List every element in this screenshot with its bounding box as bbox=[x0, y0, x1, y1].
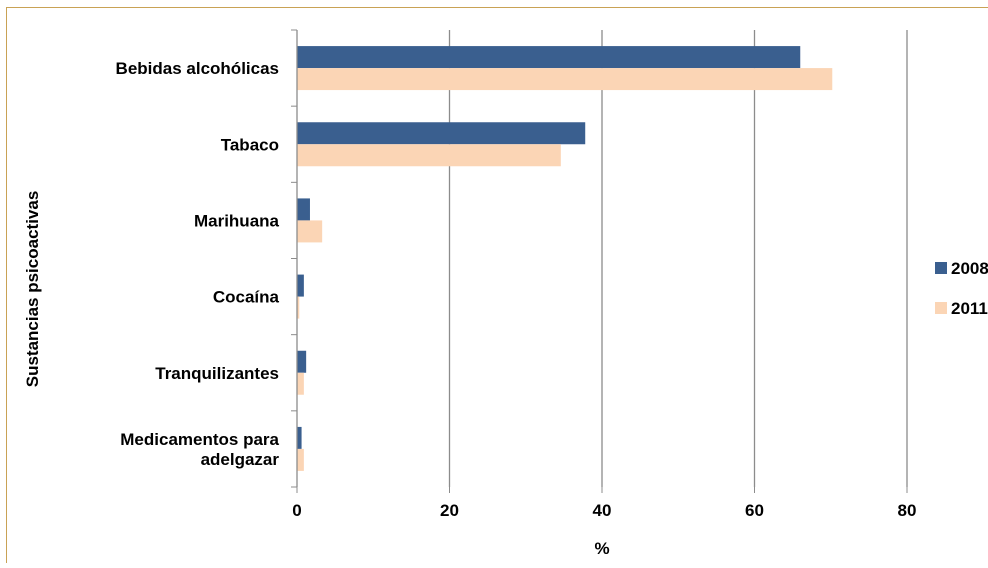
category-label-line: adelgazar bbox=[201, 450, 280, 469]
category-label: Tabaco bbox=[221, 135, 279, 154]
bar-2011 bbox=[297, 144, 561, 166]
legend-label: 2011 bbox=[951, 299, 988, 318]
category-label: Marihuana bbox=[194, 211, 280, 230]
bar-2011 bbox=[297, 68, 832, 90]
x-tick-label: 0 bbox=[292, 501, 301, 520]
bar-2008 bbox=[297, 122, 585, 144]
x-tick-label: 40 bbox=[593, 501, 612, 520]
bar-2011 bbox=[297, 449, 304, 471]
bar-2011 bbox=[297, 220, 322, 242]
category-label: Tranquilizantes bbox=[155, 364, 279, 383]
category-label: Cocaína bbox=[213, 288, 280, 307]
category-label-line: Bebidas alcohólicas bbox=[116, 59, 279, 78]
chart-border bbox=[7, 8, 988, 564]
bar-2008 bbox=[297, 275, 304, 297]
x-tick-label: 20 bbox=[440, 501, 459, 520]
bar-2008 bbox=[297, 46, 800, 68]
legend-swatch bbox=[935, 302, 947, 314]
category-label-line: Tabaco bbox=[221, 135, 279, 154]
bar-2008 bbox=[297, 427, 302, 449]
bar-2011 bbox=[297, 373, 304, 395]
category-label-line: Marihuana bbox=[194, 211, 280, 230]
legend-label: 2008 bbox=[951, 259, 988, 278]
y-axis-title: Sustancias psicoactivas bbox=[23, 191, 42, 388]
bar-2008 bbox=[297, 198, 310, 220]
category-label: Bebidas alcohólicas bbox=[116, 59, 279, 78]
bar-2008 bbox=[297, 351, 306, 373]
x-axis-title: % bbox=[594, 539, 609, 558]
category-label-line: Tranquilizantes bbox=[155, 364, 279, 383]
category-label-line: Medicamentos para bbox=[120, 430, 279, 449]
x-tick-label: 80 bbox=[898, 501, 917, 520]
x-tick-label: 60 bbox=[745, 501, 764, 520]
category-label-line: Cocaína bbox=[213, 288, 280, 307]
legend-swatch bbox=[935, 262, 947, 274]
